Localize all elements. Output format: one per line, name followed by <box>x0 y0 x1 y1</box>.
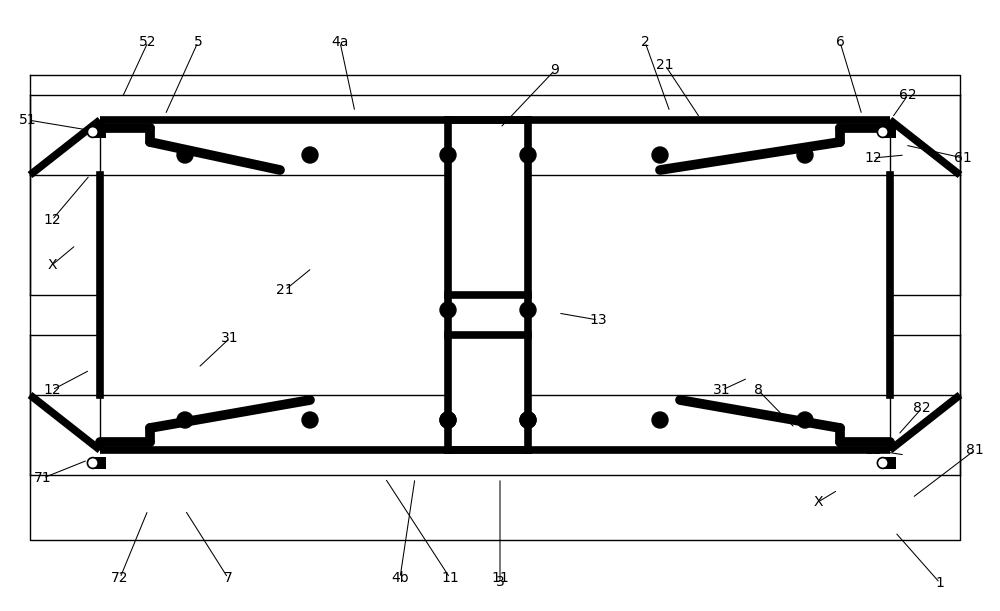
Bar <box>884 126 896 138</box>
Text: 72: 72 <box>111 571 129 585</box>
Circle shape <box>302 412 318 428</box>
Circle shape <box>520 302 536 318</box>
Circle shape <box>797 147 813 163</box>
Circle shape <box>440 412 456 428</box>
Circle shape <box>177 147 193 163</box>
Text: 31: 31 <box>221 331 239 345</box>
Bar <box>94 457 106 469</box>
Text: 21: 21 <box>276 283 294 297</box>
Text: 3: 3 <box>496 575 504 589</box>
Text: 11: 11 <box>441 571 459 585</box>
Text: 6: 6 <box>836 35 844 49</box>
Text: 52: 52 <box>139 35 157 49</box>
Text: 8: 8 <box>754 383 762 397</box>
Text: 13: 13 <box>589 313 607 327</box>
Circle shape <box>87 458 98 469</box>
Text: 5: 5 <box>194 35 202 49</box>
Circle shape <box>302 147 318 163</box>
Circle shape <box>520 412 536 428</box>
Circle shape <box>177 412 193 428</box>
Text: 9: 9 <box>551 63 559 77</box>
Circle shape <box>877 126 888 137</box>
Text: 51: 51 <box>19 113 37 127</box>
Text: X: X <box>813 495 823 509</box>
Circle shape <box>797 412 813 428</box>
Bar <box>94 126 106 138</box>
Bar <box>884 457 896 469</box>
Text: 7: 7 <box>224 571 232 585</box>
Circle shape <box>440 302 456 318</box>
Text: 12: 12 <box>864 151 882 165</box>
Text: 82: 82 <box>913 401 931 415</box>
Text: 61: 61 <box>954 151 972 165</box>
Circle shape <box>520 412 536 428</box>
Text: X: X <box>47 258 57 272</box>
Text: 2: 2 <box>641 35 649 49</box>
Text: 62: 62 <box>899 88 917 102</box>
Text: 11: 11 <box>491 571 509 585</box>
Text: 71: 71 <box>34 471 52 485</box>
Text: 12: 12 <box>864 443 882 457</box>
Circle shape <box>87 126 98 137</box>
Circle shape <box>877 458 888 469</box>
Text: 12: 12 <box>43 383 61 397</box>
Circle shape <box>652 147 668 163</box>
Text: 31: 31 <box>713 383 731 397</box>
Text: 1: 1 <box>936 576 944 590</box>
Text: 4a: 4a <box>331 35 349 49</box>
Text: 4b: 4b <box>391 571 409 585</box>
Circle shape <box>440 412 456 428</box>
Circle shape <box>652 412 668 428</box>
Text: 12: 12 <box>43 213 61 227</box>
Circle shape <box>520 147 536 163</box>
Text: 21: 21 <box>656 58 674 72</box>
Circle shape <box>440 147 456 163</box>
Text: 81: 81 <box>966 443 984 457</box>
